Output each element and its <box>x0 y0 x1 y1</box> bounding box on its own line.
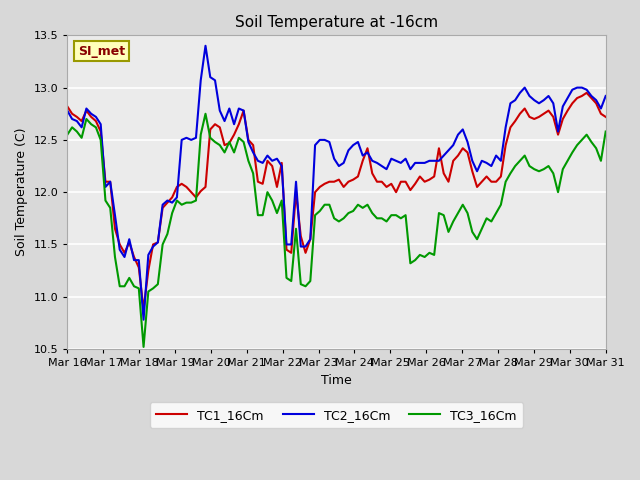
TC2_16Cm <box>221 118 228 124</box>
Line: TC2_16Cm: TC2_16Cm <box>67 46 605 320</box>
TC3_16Cm <box>221 150 228 156</box>
TC3_16Cm <box>483 216 490 221</box>
TC3_16Cm <box>602 129 609 134</box>
TC2_16Cm <box>225 106 233 111</box>
TC2_16Cm <box>283 241 291 247</box>
TC1_16Cm <box>278 160 285 166</box>
TC2_16Cm <box>63 108 71 113</box>
TC2_16Cm <box>421 160 429 166</box>
TC1_16Cm <box>63 104 71 109</box>
TC3_16Cm <box>225 139 233 145</box>
TC3_16Cm <box>140 344 147 350</box>
TC3_16Cm <box>283 275 291 281</box>
TC1_16Cm <box>478 179 486 185</box>
TC1_16Cm <box>140 306 147 312</box>
TC1_16Cm <box>125 240 133 245</box>
Title: Soil Temperature at -16cm: Soil Temperature at -16cm <box>235 15 438 30</box>
TC1_16Cm <box>216 124 223 130</box>
TC1_16Cm <box>583 90 591 96</box>
TC3_16Cm <box>202 111 209 117</box>
TC2_16Cm <box>602 93 609 99</box>
Text: SI_met: SI_met <box>78 45 125 58</box>
Line: TC3_16Cm: TC3_16Cm <box>67 114 605 347</box>
TC1_16Cm <box>416 174 424 180</box>
TC3_16Cm <box>63 132 71 138</box>
Y-axis label: Soil Temperature (C): Soil Temperature (C) <box>15 128 28 256</box>
TC2_16Cm <box>140 317 147 323</box>
Line: TC1_16Cm: TC1_16Cm <box>67 93 605 309</box>
TC3_16Cm <box>421 254 429 260</box>
TC1_16Cm <box>221 142 228 148</box>
TC2_16Cm <box>125 236 133 242</box>
Legend: TC1_16Cm, TC2_16Cm, TC3_16Cm: TC1_16Cm, TC2_16Cm, TC3_16Cm <box>150 402 523 428</box>
TC3_16Cm <box>125 275 133 281</box>
TC2_16Cm <box>202 43 209 48</box>
TC1_16Cm <box>602 114 609 120</box>
TC2_16Cm <box>483 160 490 166</box>
X-axis label: Time: Time <box>321 373 352 386</box>
